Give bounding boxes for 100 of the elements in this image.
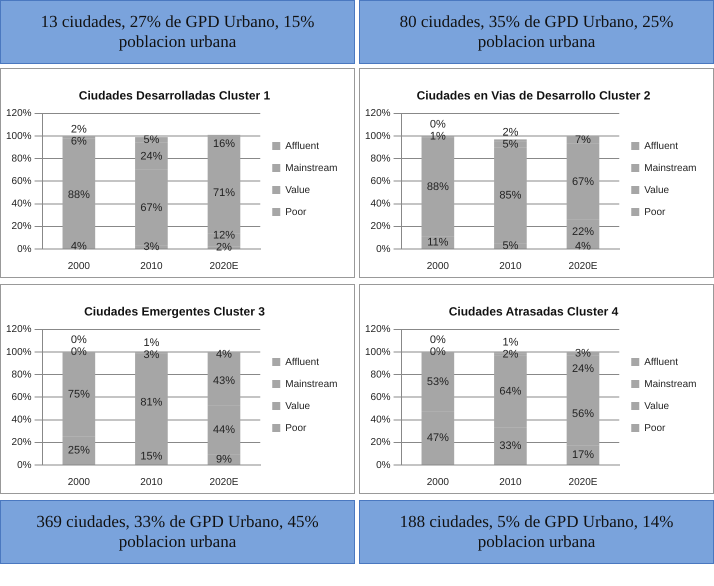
x-tick-label: 2020E (210, 260, 239, 272)
x-tick-label: 2010 (140, 260, 163, 272)
data-label: 9% (216, 454, 232, 466)
text: 369 ciudades, 33% de GPD Urbano, 45% poblacion urbana (0, 500, 355, 564)
text: 188 ciudades, 5% de GPD Urbano, 14% poblacion urbana (359, 500, 714, 564)
y-tick-label: 0% (17, 244, 32, 255)
data-label: 67% (140, 202, 163, 214)
data-label: 85% (499, 189, 522, 202)
data-label: 17% (572, 449, 594, 462)
legend-label: Affluent (644, 140, 678, 152)
data-label: 33% (499, 440, 522, 452)
data-label: 6% (70, 136, 88, 148)
y-tick-label: 60% (12, 392, 32, 403)
y-tick-label: 40% (370, 198, 391, 210)
data-label: 44% (212, 424, 236, 436)
legend-label: Mainstream (285, 162, 338, 174)
data-label: 15% (140, 450, 163, 462)
data-label: 47% (426, 432, 450, 444)
data-label: 43% (212, 374, 236, 387)
y-tick-label: 100% (6, 346, 32, 358)
x-tick-label: 2020E (568, 476, 598, 488)
legend-label: Affluent (285, 140, 320, 152)
x-tick-label: 2000 (426, 476, 450, 488)
data-label: 4% (216, 348, 232, 360)
data-label: 64% (499, 386, 522, 398)
y-tick-label: 80% (12, 369, 32, 380)
data-label: 22% (572, 226, 594, 238)
data-label: 5% (143, 134, 160, 146)
y-tick-label: 40% (12, 198, 32, 210)
data-label: 88% (426, 180, 450, 193)
y-tick-label: 100% (365, 346, 391, 358)
data-label: 1% (502, 336, 519, 348)
x-tick-label: 2020E (568, 260, 598, 272)
data-label: 88% (68, 188, 90, 201)
chart-subtitle: 80 ciudades, 35% de GPD Urbano, 25% poblacion urbana (359, 0, 714, 64)
y-tick-label: 20% (12, 437, 32, 448)
y-tick-label: 100% (6, 130, 32, 142)
data-label: 53% (426, 376, 450, 388)
x-tick-label: 2010 (499, 476, 522, 488)
y-tick-label: 60% (12, 176, 32, 187)
legend-label: Poor (644, 422, 666, 434)
legend-label: Poor (285, 422, 308, 434)
data-label: 16% (212, 138, 236, 150)
x-tick-label: 2000 (68, 476, 90, 488)
data-label: 11% (427, 236, 449, 249)
data-label: 0% (430, 334, 446, 346)
legend-label: Poor (285, 206, 308, 218)
y-tick-label: 120% (365, 108, 391, 120)
chart-title: Ciudades Emergentes Cluster 3 (84, 304, 266, 319)
y-tick-label: 120% (6, 108, 32, 120)
x-tick-label: 2000 (426, 260, 450, 272)
data-label: 24% (572, 362, 594, 375)
legend-label: Value (644, 184, 670, 196)
chart-title: Ciudades en Vias de Desarrollo Cluster 2 (416, 88, 651, 103)
x-tick-label: 2020E (210, 476, 239, 488)
data-label: 4% (70, 240, 88, 253)
legend-label: Value (285, 400, 311, 412)
legend-label: Value (285, 184, 311, 196)
data-label: 71% (212, 187, 236, 200)
data-label: 67% (572, 176, 594, 188)
y-tick-label: 0% (17, 460, 32, 471)
data-label: 81% (140, 396, 163, 408)
y-tick-label: 80% (12, 153, 32, 164)
data-label: 0% (430, 118, 446, 131)
data-label: 12% (212, 230, 236, 242)
y-tick-label: 120% (365, 324, 391, 336)
data-label: 75% (68, 388, 90, 400)
data-label: 2% (502, 126, 519, 139)
y-tick-label: 0% (376, 244, 391, 255)
y-tick-label: 100% (365, 130, 391, 142)
data-label: 25% (68, 444, 90, 457)
legend-label: Value (644, 400, 670, 412)
y-tick-label: 40% (12, 414, 32, 426)
y-tick-label: 20% (370, 437, 391, 448)
data-label: 2% (70, 124, 88, 136)
data-label: 7% (575, 134, 592, 146)
data-label: 4% (575, 240, 592, 253)
y-tick-label: 20% (370, 221, 391, 232)
data-label: 3% (143, 348, 160, 361)
legend-label: Mainstream (285, 378, 338, 390)
chart-title: Ciudades Atrasadas Cluster 4 (448, 304, 619, 319)
data-label: 5% (502, 240, 519, 252)
legend-label: Affluent (285, 356, 320, 368)
chart-subtitle: 13 ciudades, 27% de GPD Urbano, 15% poblacion urbana (0, 0, 355, 64)
legend-label: Mainstream (644, 378, 696, 390)
y-tick-label: 60% (370, 392, 391, 403)
data-label: 0% (70, 334, 88, 346)
legend-label: Mainstream (644, 162, 696, 174)
y-tick-label: 0% (376, 460, 391, 471)
data-label: 56% (572, 408, 594, 420)
x-tick-label: 2000 (68, 260, 90, 272)
x-tick-label: 2010 (140, 476, 163, 488)
data-label: 2% (502, 348, 519, 360)
legend-label: Affluent (644, 356, 678, 368)
data-label: 1% (143, 336, 160, 349)
y-tick-label: 60% (370, 176, 391, 187)
y-tick-label: 80% (370, 153, 391, 164)
y-tick-label: 20% (12, 221, 32, 232)
legend-label: Poor (644, 206, 666, 218)
y-tick-label: 80% (370, 369, 391, 380)
